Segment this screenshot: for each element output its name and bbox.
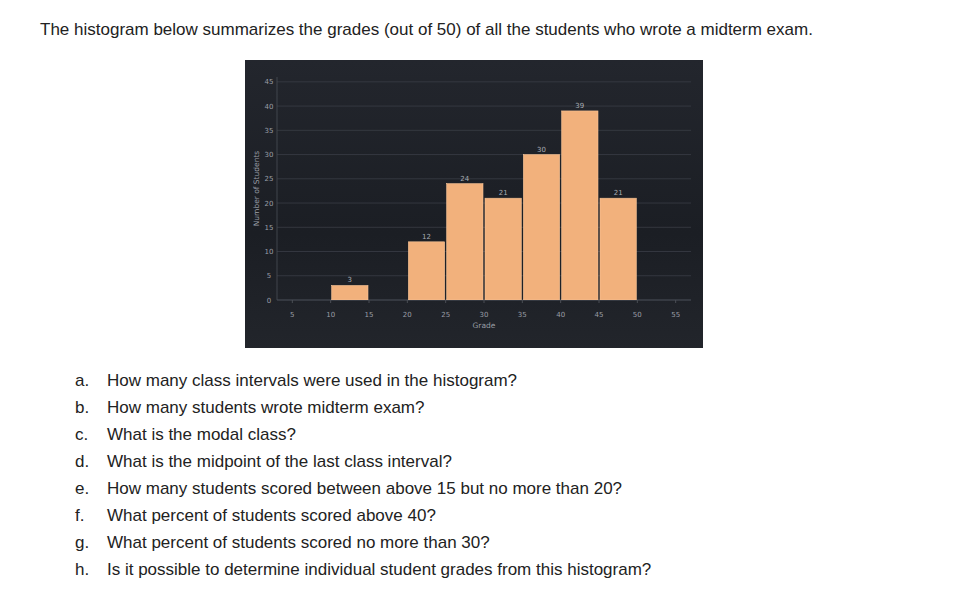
data-label: 3 (348, 276, 352, 284)
question-letter: f. (75, 504, 107, 528)
x-tick-label: 20 (403, 311, 412, 319)
x-tick-label: 25 (441, 311, 450, 319)
x-tick (292, 300, 293, 303)
question-letter: g. (75, 531, 107, 555)
question: h.Is it possible to determine individual… (75, 558, 651, 585)
y-tick-label: 0 (267, 297, 271, 305)
question-text: What percent of students scored no more … (107, 533, 490, 552)
x-tick-label: 40 (556, 311, 565, 319)
x-tick (675, 300, 676, 303)
x-tick-label: 45 (595, 311, 604, 319)
x-axis-label: Grade (473, 321, 496, 330)
bar (600, 198, 636, 300)
question-text: What is the midpoint of the last class i… (107, 452, 452, 471)
question-letter: c. (75, 423, 107, 447)
data-label: 30 (537, 146, 546, 154)
question: g.What percent of students scored no mor… (75, 531, 651, 558)
grid-line (277, 81, 691, 82)
x-tick (445, 300, 446, 303)
x-tick (560, 300, 561, 303)
x-tick (407, 300, 408, 303)
question: f.What percent of students scored above … (75, 504, 651, 531)
question-text: How many students wrote midterm exam? (107, 398, 424, 417)
x-tick-label: 5 (290, 311, 294, 319)
data-label: 12 (422, 233, 431, 241)
question-list: a.How many class intervals were used in … (75, 369, 651, 585)
question: e.How many students scored between above… (75, 477, 651, 504)
question: d.What is the midpoint of the last class… (75, 450, 651, 477)
y-axis-label: Number of Students (252, 151, 261, 227)
bar (408, 242, 444, 300)
x-tick (484, 300, 485, 303)
question-letter: h. (75, 558, 107, 582)
question-text: Is it possible to determine individual s… (107, 560, 651, 579)
data-label: 21 (499, 189, 508, 197)
title: The histogram below summarizes the grade… (40, 20, 813, 40)
data-label: 21 (614, 189, 623, 197)
x-tick-label: 50 (633, 311, 642, 319)
x-tick (330, 300, 331, 303)
bar (447, 184, 483, 300)
x-tick-label: 30 (480, 311, 489, 319)
x-tick-label: 15 (365, 311, 374, 319)
grid-line (277, 130, 691, 131)
x-tick (599, 300, 600, 303)
y-tick-label: 45 (265, 78, 274, 86)
y-tick-label: 30 (265, 151, 274, 159)
chart-image: 0 5 10 15 20 25 30 35 40 45 5 10 15 20 25 30 35 40 45 50 55 3… (245, 60, 703, 348)
question-letter: e. (75, 477, 107, 501)
data-label: 24 (460, 175, 469, 183)
bar (370, 300, 406, 301)
bar (523, 155, 559, 300)
x-tick (637, 300, 638, 303)
y-tick-label: 10 (265, 248, 274, 256)
grid-line (277, 154, 691, 155)
bar (332, 285, 368, 300)
bar (485, 198, 521, 300)
bars (332, 111, 637, 300)
data-label: 39 (575, 102, 584, 110)
question: c.What is the modal class? (75, 423, 651, 450)
y-tick-label: 15 (265, 224, 274, 232)
question-text: How many class intervals were used in th… (107, 371, 517, 390)
y-tick-label: 35 (265, 127, 274, 135)
question-text: What percent of students scored above 40… (107, 506, 436, 525)
question-letter: d. (75, 450, 107, 474)
question-text: How many students scored between above 1… (107, 479, 622, 498)
y-axis (277, 77, 278, 300)
grid-line (277, 178, 691, 179)
question: a.How many class intervals were used in … (75, 369, 651, 396)
x-tick (369, 300, 370, 303)
y-tick-label: 5 (267, 272, 271, 280)
question: b.How many students wrote midterm exam? (75, 396, 651, 423)
grid-line (277, 106, 691, 107)
question-letter: a. (75, 369, 107, 393)
x-tick-label: 35 (518, 311, 527, 319)
question-letter: b. (75, 396, 107, 420)
y-tick-label: 25 (265, 175, 274, 183)
y-tick-label: 20 (265, 200, 274, 208)
question-text: What is the modal class? (107, 425, 296, 444)
x-tick (522, 300, 523, 303)
x-tick-label: 55 (671, 311, 680, 319)
x-tick-label: 10 (326, 311, 335, 319)
bar (562, 111, 598, 300)
chart: 0 5 10 15 20 25 30 35 40 45 5 10 15 20 25 30 35 40 45 50 55 3… (245, 60, 703, 348)
y-tick-label: 40 (265, 103, 274, 111)
